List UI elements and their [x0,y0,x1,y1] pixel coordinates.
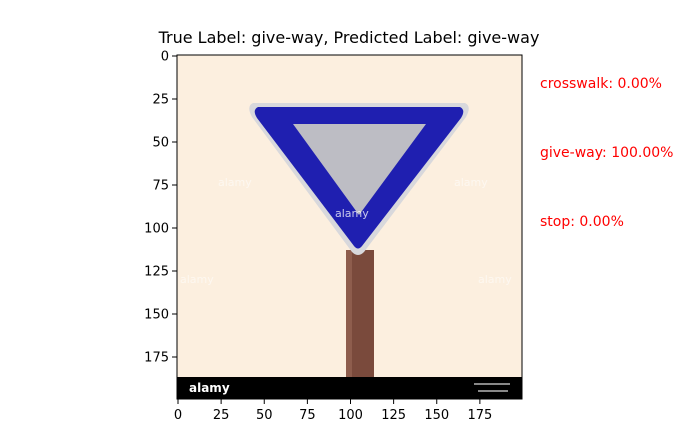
watermark: alamy [454,176,488,189]
y-tick-label: 75 [152,179,169,194]
watermark: alamy [335,207,369,220]
axes-frame [176,54,523,400]
figure-title: True Label: give-way, Predicted Label: g… [158,28,540,47]
y-tick-label: 150 [144,308,169,323]
y-tick-label: 0 [161,50,169,65]
y-tick-label: 125 [144,265,169,280]
x-axis: 0 25 50 75 100 125 150 175 [174,399,492,423]
x-tick-label: 175 [467,408,492,423]
x-tick-label: 75 [299,408,316,423]
x-tick-label: 0 [174,408,182,423]
watermark: alamy [180,273,214,286]
watermark: alamy [478,273,512,286]
x-tick-label: 125 [381,408,406,423]
score-stop: stop: 0.00% [540,214,624,230]
score-crosswalk: crosswalk: 0.00% [540,76,662,92]
footer-logo: alamy [189,381,230,395]
photo-footer-bar [177,377,522,399]
photo: alamy alamy alamy alamy alamy alamy [177,55,522,399]
y-axis: 0 25 50 75 100 125 150 175 [144,50,177,366]
x-tick-label: 50 [256,408,273,423]
x-tick-label: 100 [338,408,363,423]
score-give-way: give-way: 100.00% [540,145,674,161]
x-tick-label: 25 [213,408,230,423]
y-tick-label: 175 [144,351,169,366]
y-tick-label: 25 [152,93,169,108]
sign-inner [293,124,426,215]
y-tick-label: 100 [144,222,169,237]
x-tick-label: 150 [424,408,449,423]
watermark: alamy [218,176,252,189]
y-tick-label: 50 [152,136,169,151]
